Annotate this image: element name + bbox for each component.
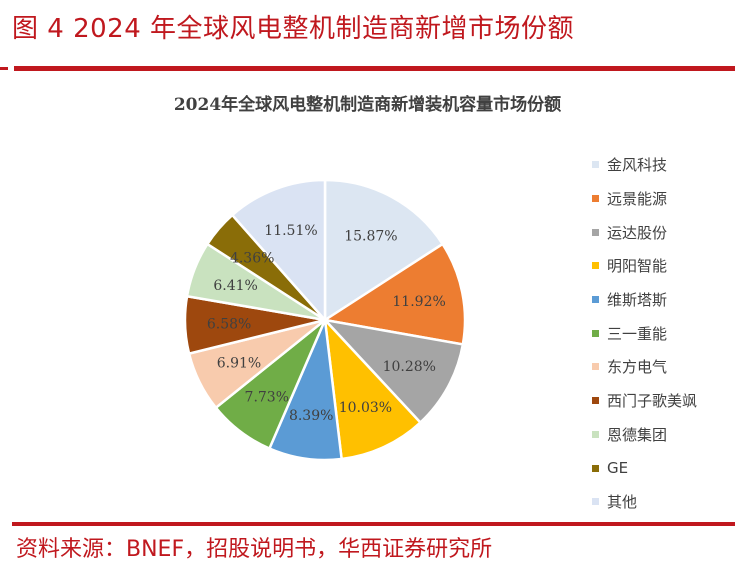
pie-data-label-8: 6.58% [207,317,251,333]
legend-item-10: GE [592,451,697,485]
legend-label: 三一重能 [607,323,667,344]
legend-swatch [592,363,599,370]
legend-item-5: 维斯塔斯 [592,283,697,317]
legend-swatch [592,296,599,303]
legend-swatch [592,195,599,202]
pie-data-label-3: 10.28% [383,359,436,375]
pie-data-label-6: 7.73% [245,389,289,405]
legend-swatch [592,431,599,438]
legend-swatch [592,161,599,168]
legend-swatch [592,498,599,505]
legend-item-2: 远景能源 [592,182,697,216]
legend-item-6: 三一重能 [592,316,697,350]
pie-data-label-4: 10.03% [339,400,392,416]
pie-data-label-2: 11.92% [392,294,445,310]
legend-label: 金风科技 [607,154,667,175]
source-rule [12,522,735,526]
pie-data-label-5: 8.39% [289,408,333,424]
legend-swatch [592,262,599,269]
legend-label: 运达股份 [607,222,667,243]
legend-item-7: 东方电气 [592,350,697,384]
legend-label: 西门子歌美飒 [607,390,697,411]
pie-data-label-10: 4.36% [230,250,274,266]
pie-data-label-9: 6.41% [213,278,257,294]
chart-legend: 金风科技远景能源运达股份明阳智能维斯塔斯三一重能东方电气西门子歌美飒 恩德集团 GE… [592,148,697,519]
legend-item-8: 西门子歌美飒 [592,384,697,418]
legend-item-11: 其他 [592,485,697,519]
source-note: 资料来源：BNEF，招股说明书，华西证券研究所 [16,531,492,563]
legend-label: GE [607,459,628,477]
pie-data-label-1: 15.87% [344,229,397,245]
legend-label: 东方电气 [607,356,667,377]
legend-label: 远景能源 [607,188,667,209]
legend-swatch [592,465,599,472]
legend-label: 其他 [607,491,637,512]
legend-swatch [592,330,599,337]
legend-label: 明阳智能 [607,255,667,276]
legend-label: 恩德集团 [607,424,667,445]
legend-swatch [592,397,599,404]
legend-item-3: 运达股份 [592,215,697,249]
legend-swatch [592,229,599,236]
legend-item-1: 金风科技 [592,148,697,182]
legend-item-4: 明阳智能 [592,249,697,283]
legend-item-9: 恩德集团 [592,418,697,452]
legend-label: 维斯塔斯 [607,289,667,310]
pie-data-label-7: 6.91% [217,356,261,372]
pie-data-label-11: 11.51% [264,223,317,239]
